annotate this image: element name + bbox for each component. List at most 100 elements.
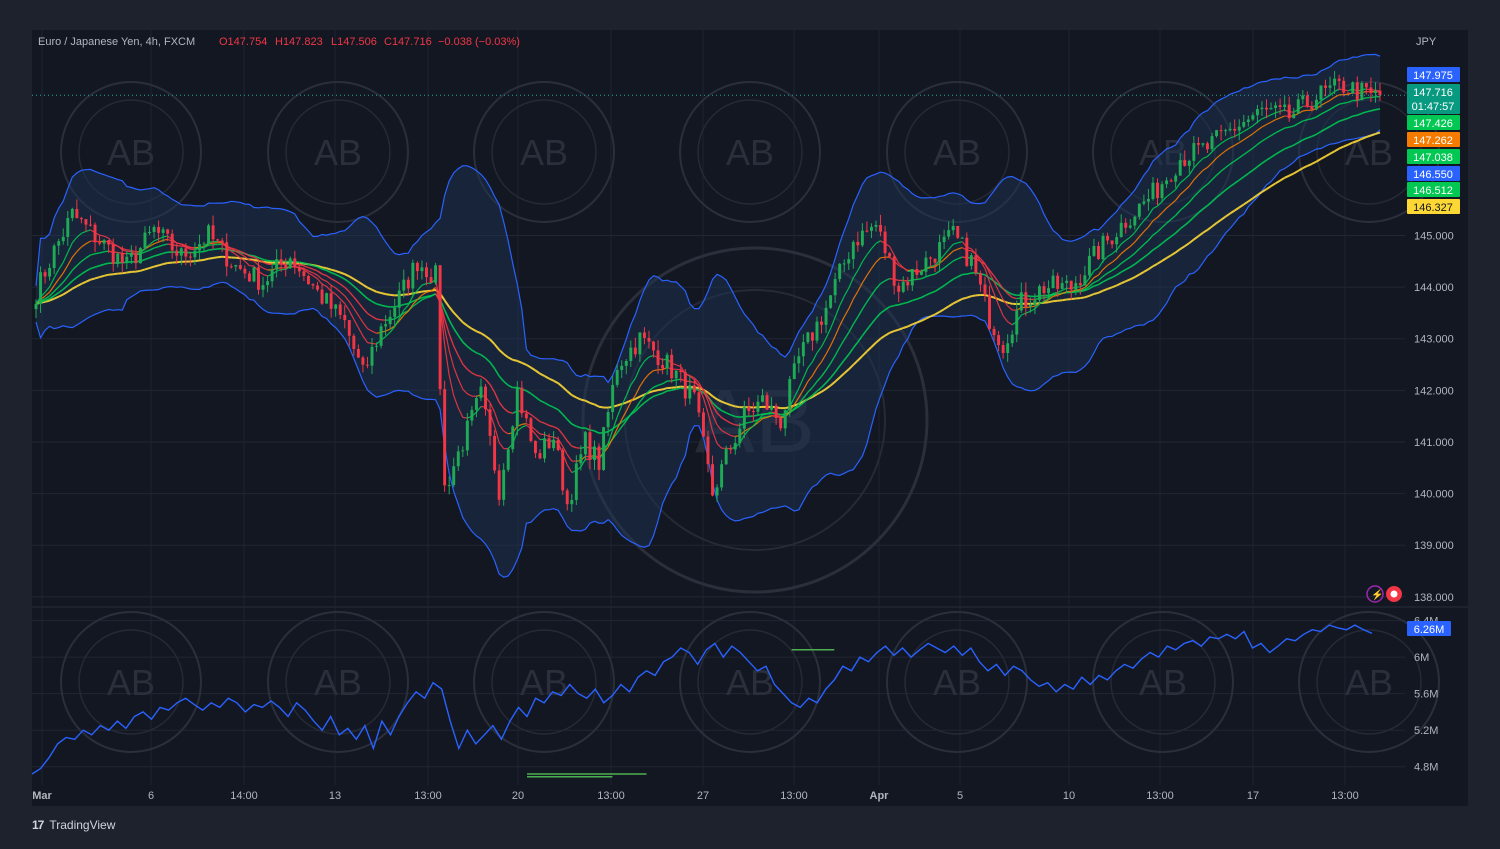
ema-34-segment [962, 274, 967, 275]
candle-body [298, 267, 301, 271]
candle-body [103, 240, 106, 243]
candle-body [716, 487, 719, 495]
candle[interactable] [602, 427, 605, 471]
price-badge-value: 147.426 [1413, 118, 1453, 130]
candle-body [175, 251, 178, 256]
candle-body [284, 264, 287, 268]
candle-body [602, 427, 605, 470]
candle-body [902, 282, 905, 292]
candle[interactable] [380, 323, 383, 348]
candle[interactable] [529, 417, 532, 443]
candle-body [675, 371, 678, 379]
candle[interactable] [511, 425, 514, 452]
candle-body [579, 454, 582, 463]
candle-body [697, 392, 700, 412]
candle[interactable] [207, 224, 210, 245]
candle[interactable] [498, 464, 501, 506]
ema-55-segment [331, 270, 336, 271]
candle-body [548, 438, 551, 448]
candle-body [148, 232, 151, 233]
candle-body [316, 286, 319, 290]
candle-body [1083, 275, 1086, 285]
candle[interactable] [325, 293, 328, 304]
candle[interactable] [1102, 233, 1105, 263]
price-badge: 147.426 [1407, 115, 1460, 130]
candle[interactable] [720, 460, 723, 491]
candle[interactable] [307, 275, 310, 285]
candle-body [984, 285, 987, 295]
candle[interactable] [1360, 81, 1363, 100]
candle[interactable] [1351, 81, 1354, 94]
ema-21-segment [1339, 103, 1344, 104]
watermark-text: AB [726, 132, 774, 173]
candle[interactable] [507, 448, 510, 472]
candle-body [1006, 343, 1009, 353]
tradingview-brand[interactable]: 17 TradingView [32, 818, 115, 832]
candle-body [756, 402, 759, 412]
candle-body [806, 332, 809, 342]
time-tick-label: 13:00 [1331, 790, 1359, 802]
candle-body [725, 449, 728, 465]
candle[interactable] [439, 265, 442, 395]
candle-body [893, 257, 896, 286]
candle-body [588, 432, 591, 460]
candle-body [1147, 199, 1150, 202]
candle-body [611, 385, 614, 412]
candle-body [389, 317, 392, 324]
candle-body [1297, 99, 1300, 113]
candle-body [166, 229, 169, 233]
ema-21-segment [95, 253, 100, 254]
candle-body [116, 254, 119, 264]
candle[interactable] [434, 263, 437, 285]
candle[interactable] [561, 448, 564, 495]
time-tick-label: Apr [870, 790, 890, 802]
ema-55-segment [122, 273, 127, 274]
candle-body [943, 237, 946, 242]
candle-body [35, 304, 38, 309]
ema-21-segment [377, 319, 382, 320]
ema-8-segment [463, 417, 468, 418]
ema-55-segment [1080, 297, 1085, 298]
candle-body [802, 342, 805, 356]
candle-body [71, 209, 74, 218]
candle-body [130, 253, 133, 256]
ema-55-segment [1085, 296, 1090, 298]
ema-55-segment [113, 274, 118, 275]
candle-body [1129, 226, 1132, 228]
candle-body [1029, 305, 1032, 307]
ema-13-segment [1303, 110, 1308, 111]
candle[interactable] [493, 430, 496, 474]
candle-body [884, 232, 887, 254]
candle-body [493, 436, 496, 471]
price-badge-value: 146.327 [1413, 202, 1453, 214]
volume-tick-label: 4.8M [1414, 762, 1438, 774]
ema-55-segment [177, 262, 182, 263]
candle[interactable] [252, 267, 255, 282]
ema-55-segment [513, 360, 518, 361]
candle[interactable] [443, 381, 446, 492]
candle-body [784, 410, 787, 428]
candle-body [1274, 105, 1277, 108]
watermark-text: AB [314, 132, 362, 173]
candle-body [643, 332, 646, 337]
candle-body [416, 263, 419, 271]
candle-body [289, 258, 292, 268]
ema-55-segment [140, 269, 145, 270]
candle-body [1106, 236, 1109, 241]
candle-body [761, 395, 764, 402]
ema-34-segment [967, 273, 972, 274]
ema-55-segment [195, 261, 200, 262]
ema-21-segment [690, 381, 695, 382]
candle[interactable] [829, 295, 832, 309]
price-badge-value: 147.262 [1413, 135, 1453, 147]
ema-55-segment [658, 389, 663, 390]
candle-body [80, 218, 83, 219]
ema-55-segment [218, 257, 223, 258]
volume-tick-label: 5.2M [1414, 725, 1438, 737]
candle[interactable] [289, 257, 292, 269]
candle[interactable] [139, 247, 142, 264]
candle[interactable] [956, 226, 959, 239]
